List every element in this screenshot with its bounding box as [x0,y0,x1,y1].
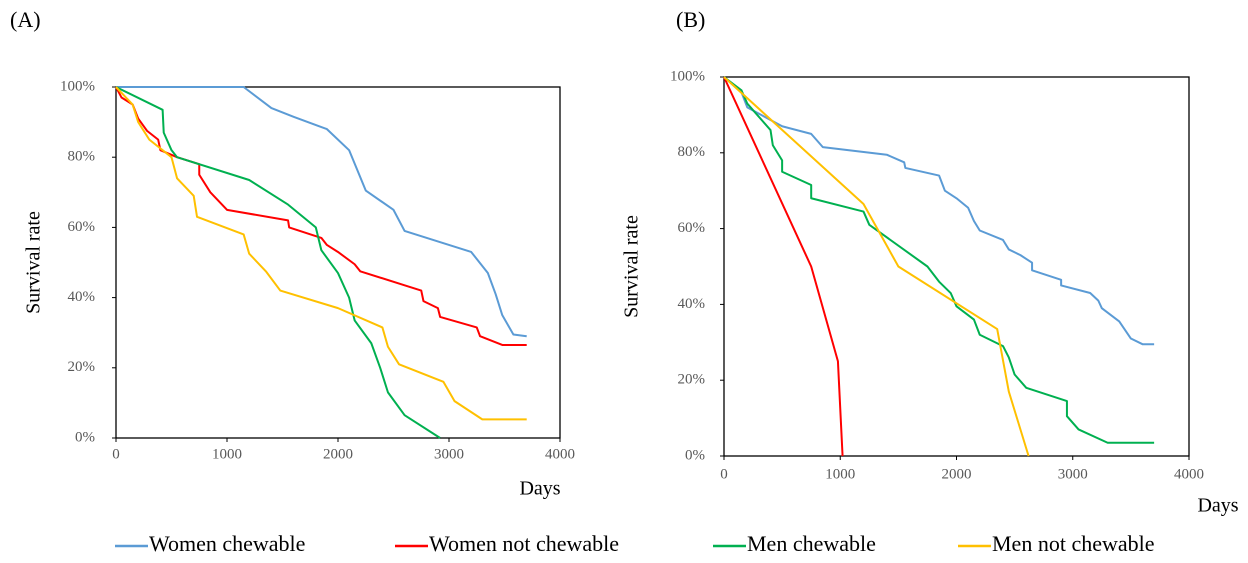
legend-label: Women not chewable [429,531,619,556]
x-tick-label: 4000 [1174,466,1204,482]
survival-line [723,76,1155,346]
y-axis-label: Survival rate [621,215,643,318]
y-tick-label: 0% [75,429,95,445]
y-tick-label: 40% [68,289,96,305]
y-tick-label: 60% [68,219,96,235]
x-tick-label: 1000 [825,466,855,482]
x-axis-label: Days [1197,495,1238,517]
survival-line [723,76,1155,444]
survival-line [723,76,1030,457]
x-tick-label: 4000 [545,446,575,462]
x-tick-label: 2000 [323,446,353,462]
y-tick-label: 20% [68,359,96,375]
x-axis-label: Days [519,478,560,500]
x-tick-label: 3000 [434,446,464,462]
y-tick-label: 60% [678,220,706,236]
legend-label: Women chewable [149,531,305,556]
x-tick-label: 2000 [942,466,972,482]
x-tick-label: 3000 [1058,466,1088,482]
survival-line [116,86,527,338]
survival-line [115,86,441,439]
survival-line [115,86,527,346]
y-tick-label: 20% [678,372,706,388]
survival-line [723,76,844,457]
y-axis-label: Survival rate [23,211,45,314]
y-tick-label: 100% [670,68,705,84]
x-tick-label: 1000 [212,446,242,462]
legend-label: Men chewable [747,531,876,556]
y-tick-label: 40% [678,296,706,312]
y-tick-label: 0% [685,447,705,463]
y-tick-label: 80% [68,149,96,165]
x-tick-label: 0 [112,446,120,462]
plot-frame [723,76,1190,457]
legend-label: Men not chewable [992,531,1155,556]
survival-line [115,86,527,421]
x-tick-label: 0 [720,466,728,482]
y-tick-label: 80% [678,144,706,160]
panel-title: (B) [676,7,705,32]
panel-title: (A) [10,7,41,32]
y-tick-label: 100% [60,78,95,94]
